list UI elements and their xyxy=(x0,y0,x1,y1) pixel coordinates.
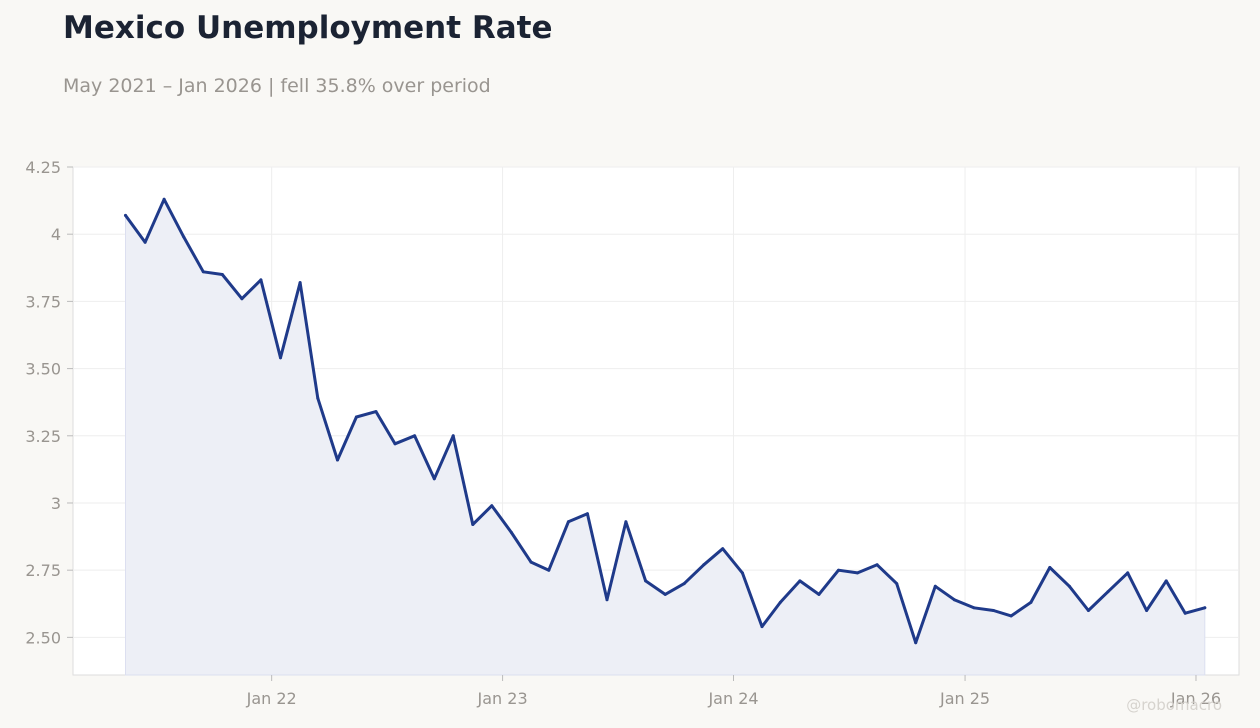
data-point xyxy=(933,584,937,588)
watermark: @robomacro xyxy=(1126,696,1222,714)
data-point xyxy=(1067,584,1071,588)
data-point xyxy=(240,297,244,301)
y-tick-label: 3 xyxy=(51,494,61,513)
data-point xyxy=(856,571,859,575)
data-point xyxy=(992,609,995,612)
data-point xyxy=(566,520,570,524)
data-point xyxy=(432,477,436,481)
data-point xyxy=(760,625,764,629)
data-point xyxy=(201,270,205,274)
data-point xyxy=(778,600,782,604)
y-tick-label: 3.50 xyxy=(25,360,61,379)
data-point xyxy=(413,434,417,438)
data-point xyxy=(644,579,648,583)
data-point xyxy=(702,563,706,567)
data-point xyxy=(1145,609,1149,612)
data-point xyxy=(354,415,358,419)
data-point xyxy=(1203,606,1207,610)
chart-subtitle: May 2021 – Jan 2026 | fell 35.8% over pe… xyxy=(63,75,491,97)
data-point xyxy=(585,512,589,516)
data-point xyxy=(1164,579,1168,583)
data-point xyxy=(605,598,609,602)
y-tick-label: 3.25 xyxy=(25,427,61,446)
x-tick-label: Jan 22 xyxy=(246,689,297,708)
data-point xyxy=(529,560,533,564)
data-point xyxy=(259,278,263,282)
y-axis: 2.50 2.75 3 3.25 3.50 3.75 4 4.25 xyxy=(25,158,73,647)
y-tick-label: 4.25 xyxy=(25,158,61,177)
y-tick-label: 4 xyxy=(51,225,61,244)
data-point xyxy=(220,273,224,276)
x-tick-label: Jan 24 xyxy=(707,689,758,708)
data-point xyxy=(316,396,320,400)
data-point xyxy=(471,523,475,526)
data-point xyxy=(663,592,667,596)
data-point xyxy=(1126,571,1130,575)
data-point xyxy=(1086,609,1090,612)
data-point xyxy=(451,434,455,438)
x-axis: Jan 22 Jan 23 Jan 24 Jan 25 Jan 26 xyxy=(246,675,1221,708)
data-point xyxy=(1048,566,1052,569)
data-point xyxy=(740,571,744,575)
data-point xyxy=(143,240,147,244)
x-tick-label: Jan 26 xyxy=(1170,689,1221,708)
data-point xyxy=(547,568,551,572)
data-point xyxy=(952,598,956,602)
data-point xyxy=(298,281,302,285)
y-tick-label: 2.50 xyxy=(25,628,61,647)
data-point xyxy=(682,582,686,586)
data-point xyxy=(817,592,821,596)
y-tick-label: 3.75 xyxy=(25,292,61,311)
data-point xyxy=(721,547,725,551)
data-point xyxy=(1106,590,1110,594)
data-point xyxy=(875,563,879,567)
data-point xyxy=(837,568,840,572)
data-point xyxy=(624,520,628,524)
data-point xyxy=(393,442,397,446)
y-tick-label: 2.75 xyxy=(25,561,61,580)
data-point xyxy=(374,410,378,414)
x-tick-label: Jan 25 xyxy=(939,689,990,708)
series-points xyxy=(124,197,1207,645)
data-point xyxy=(798,579,802,583)
data-point xyxy=(162,197,166,201)
data-point xyxy=(1029,600,1033,604)
x-tick-label: Jan 23 xyxy=(477,689,528,708)
data-point xyxy=(1183,611,1187,615)
data-point xyxy=(182,235,186,239)
data-point xyxy=(1009,614,1013,618)
data-point xyxy=(124,213,127,217)
data-point xyxy=(914,641,918,645)
chart-title: Mexico Unemployment Rate xyxy=(63,10,553,46)
data-point xyxy=(895,582,899,586)
data-point xyxy=(336,458,339,462)
data-point xyxy=(509,531,513,534)
data-point xyxy=(972,606,976,610)
data-point xyxy=(490,504,494,508)
data-point xyxy=(279,356,282,360)
